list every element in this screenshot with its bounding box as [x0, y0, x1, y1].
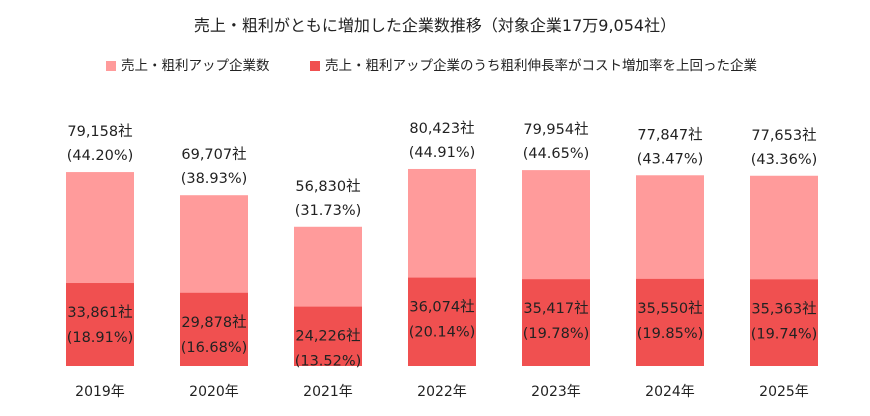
legend-swatch-total — [106, 61, 116, 71]
subset-count-label-3: 36,074社 — [409, 299, 474, 316]
subset-count-label-1: 29,878社 — [181, 314, 246, 331]
total-count-label-5: 77,847社 — [637, 126, 702, 143]
total-pct-label-4: (44.65%) — [523, 146, 590, 162]
legend-item-subset: 売上・粗利アップ企業のうち粗利伸長率がコスト増加率を上回った企業 — [310, 54, 757, 74]
total-pct-label-0: (44.20%) — [67, 148, 134, 164]
x-tick-label-0: 2019年 — [75, 384, 125, 400]
subset-count-label-5: 35,550社 — [637, 300, 702, 317]
subset-pct-label-3: (20.14%) — [409, 325, 476, 341]
total-pct-label-5: (43.47%) — [637, 151, 704, 167]
bar-subset-2 — [294, 306, 362, 366]
legend-label-total: 売上・粗利アップ企業数 — [121, 58, 270, 74]
subset-pct-label-1: (16.68%) — [181, 340, 248, 356]
bar-subset-3 — [408, 277, 476, 366]
total-count-label-1: 69,707社 — [181, 146, 246, 163]
subset-pct-label-0: (18.91%) — [67, 330, 134, 346]
total-count-label-0: 79,158社 — [67, 123, 132, 140]
total-count-label-4: 79,954社 — [523, 121, 588, 138]
total-pct-label-1: (38.93%) — [181, 171, 248, 187]
total-count-label-3: 80,423社 — [409, 120, 474, 137]
bar-subset-4 — [522, 279, 590, 366]
x-tick-label-5: 2024年 — [645, 384, 695, 400]
subset-pct-label-4: (19.78%) — [523, 326, 590, 342]
subset-count-label-6: 35,363社 — [751, 300, 816, 317]
total-count-label-6: 77,653社 — [751, 127, 816, 144]
total-count-label-2: 56,830社 — [295, 178, 360, 195]
x-tick-label-4: 2023年 — [531, 384, 581, 400]
bar-subset-6 — [750, 279, 818, 366]
total-pct-label-6: (43.36%) — [751, 152, 818, 168]
bar-subset-0 — [66, 283, 134, 366]
legend-swatch-subset — [310, 61, 320, 71]
subset-count-label-0: 33,861社 — [67, 304, 132, 321]
legend-label-subset: 売上・粗利アップ企業のうち粗利伸長率がコスト増加率を上回った企業 — [325, 58, 757, 74]
x-tick-label-1: 2020年 — [189, 384, 239, 400]
chart-title: 売上・粗利がともに増加した企業数推移（対象企業17万9,054社） — [193, 16, 677, 35]
x-tick-label-3: 2022年 — [417, 384, 467, 400]
total-pct-label-2: (31.73%) — [295, 203, 362, 219]
bar-subset-1 — [180, 292, 248, 366]
x-tick-label-2: 2021年 — [303, 384, 353, 400]
total-pct-label-3: (44.91%) — [409, 145, 476, 161]
x-tick-label-6: 2025年 — [759, 384, 809, 400]
bar-subset-5 — [636, 278, 704, 366]
subset-count-label-2: 24,226社 — [295, 328, 360, 345]
subset-pct-label-5: (19.85%) — [637, 326, 704, 342]
subset-count-label-4: 35,417社 — [523, 300, 588, 317]
legend-item-total: 売上・粗利アップ企業数 — [106, 54, 270, 74]
subset-pct-label-6: (19.74%) — [751, 326, 818, 342]
subset-pct-label-2: (13.52%) — [295, 354, 362, 370]
